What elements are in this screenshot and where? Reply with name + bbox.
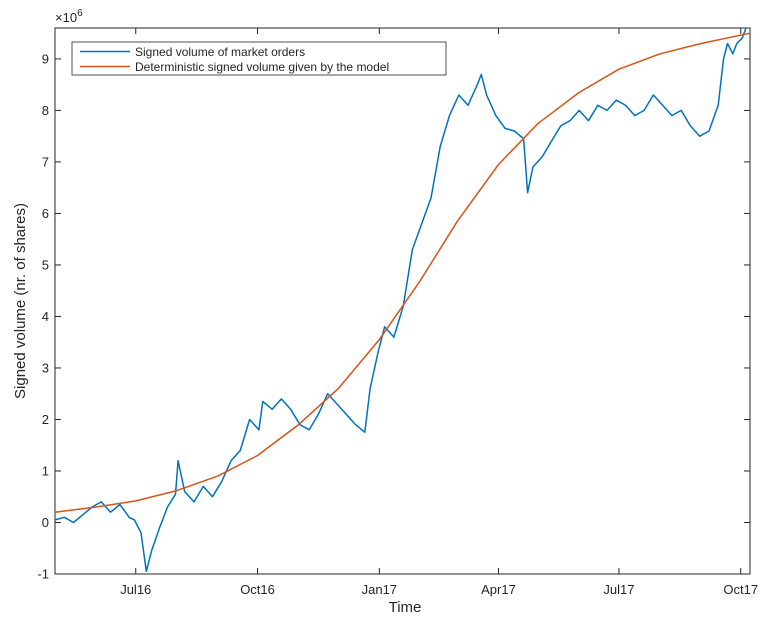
y-tick-label: 1 xyxy=(42,463,49,478)
legend-label-model: Deterministic signed volume given by the… xyxy=(135,60,389,74)
y-tick-label: 5 xyxy=(42,257,49,272)
x-tick-label: Jul17 xyxy=(603,582,634,597)
y-tick-label: 0 xyxy=(42,515,49,530)
y-tick-label: 2 xyxy=(42,412,49,427)
y-tick-label: 7 xyxy=(42,154,49,169)
y-axis-multiplier: ×106 xyxy=(55,8,83,25)
x-tick-label: Oct17 xyxy=(723,582,758,597)
series-layer xyxy=(54,27,751,573)
y-tick-label: -1 xyxy=(37,567,49,582)
x-tick-label: Oct16 xyxy=(240,582,275,597)
legend-box xyxy=(71,41,447,76)
x-axis-label: Time xyxy=(389,599,422,616)
y-tick-label: 4 xyxy=(42,309,49,324)
y-tick-label: 6 xyxy=(42,206,49,221)
y-axis-label: Signed volume (nr. of shares) xyxy=(12,203,29,399)
y-tick-label: 8 xyxy=(42,103,49,118)
x-tick-label: Jan17 xyxy=(362,582,397,597)
y-axis-multiplier-base: ×10 xyxy=(55,10,77,25)
y-axis-multiplier-exponent: 6 xyxy=(77,8,83,19)
plot-frame xyxy=(54,27,751,575)
legend-label-market-orders: Signed volume of market orders xyxy=(135,45,305,59)
x-tick-label: Apr17 xyxy=(481,582,516,597)
y-tick-label: 3 xyxy=(42,360,49,375)
series-line-model xyxy=(54,32,751,513)
y-tick-label: 9 xyxy=(42,51,49,66)
plot-area xyxy=(54,27,751,575)
legend: Signed volume of market orders Determini… xyxy=(71,41,447,76)
axis-ticks: -1 0 1 2 3 4 5 6 7 8 9 Jul16 Oct16 Jan17 Apr17 Jul17 Oct… xyxy=(37,28,758,597)
x-tick-label: Jul16 xyxy=(120,582,151,597)
